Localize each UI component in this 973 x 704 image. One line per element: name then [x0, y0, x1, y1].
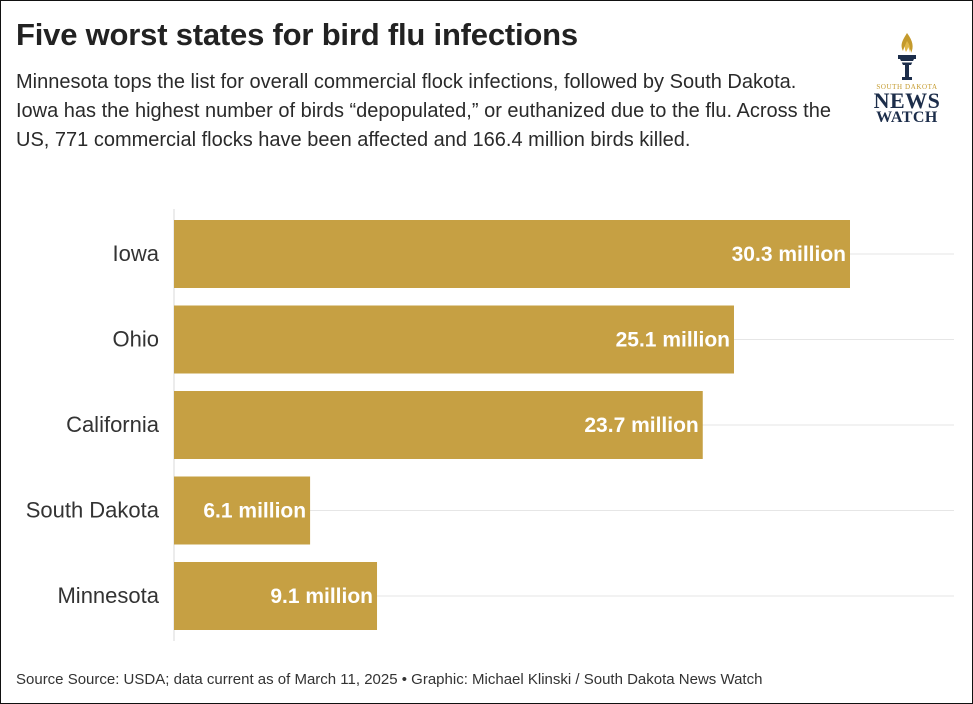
torch-icon: [898, 33, 916, 80]
logo-news-text: NEWS: [873, 88, 941, 113]
value-label: 6.1 million: [203, 500, 306, 523]
logo-watch-text: WATCH: [876, 109, 938, 126]
chart-title: Five worst states for bird flu infection…: [16, 17, 578, 52]
value-label: 9.1 million: [270, 585, 373, 608]
logo-small-text: SOUTH DAKOTA: [876, 83, 938, 91]
bar-ohio: [174, 305, 734, 374]
bar-iowa: [174, 220, 850, 288]
category-label: Iowa: [113, 241, 160, 266]
bar-minnesota: [174, 562, 378, 630]
category-label: South Dakota: [26, 498, 160, 523]
chart-subtitle: Minnesota tops the list for overall comm…: [16, 71, 831, 151]
category-label: Ohio: [113, 327, 159, 352]
news-watch-logo: SOUTH DAKOTA NEWS WATCH: [867, 31, 947, 126]
bar-chart: Iowa 30.3 million Ohio 25.1 million Californ…: [26, 209, 954, 641]
category-label: Minnesota: [57, 583, 159, 608]
value-label: 30.3 million: [732, 243, 846, 266]
value-label: 23.7 million: [584, 414, 698, 437]
bar-south-dakota: [174, 476, 311, 545]
source-footer: Source Source: USDA; data current as of …: [16, 671, 763, 688]
category-label: California: [66, 412, 160, 437]
bar-california: [174, 391, 703, 459]
value-label: 25.1 million: [616, 329, 730, 352]
